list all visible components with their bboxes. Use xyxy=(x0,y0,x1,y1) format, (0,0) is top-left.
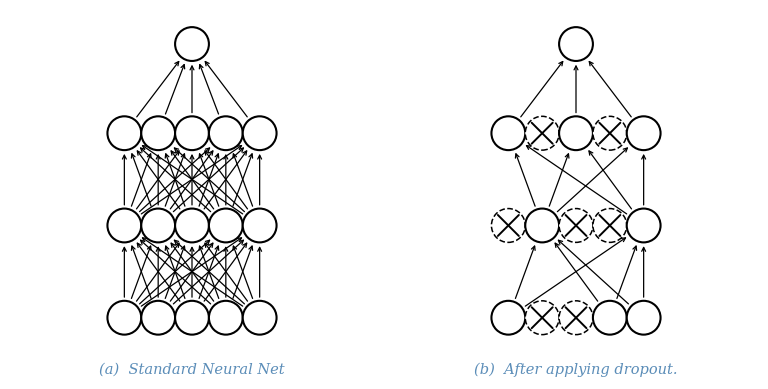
Circle shape xyxy=(559,301,593,335)
Circle shape xyxy=(627,209,660,242)
Circle shape xyxy=(209,209,243,242)
Circle shape xyxy=(243,301,276,335)
Circle shape xyxy=(141,209,175,242)
Circle shape xyxy=(108,301,141,335)
Circle shape xyxy=(492,301,525,335)
Circle shape xyxy=(627,116,660,150)
Circle shape xyxy=(559,116,593,150)
Circle shape xyxy=(492,116,525,150)
Circle shape xyxy=(175,116,209,150)
Circle shape xyxy=(141,301,175,335)
Circle shape xyxy=(492,209,525,242)
Circle shape xyxy=(243,116,276,150)
Circle shape xyxy=(175,301,209,335)
Circle shape xyxy=(243,209,276,242)
Text: (a)  Standard Neural Net: (a) Standard Neural Net xyxy=(99,363,285,377)
Circle shape xyxy=(108,209,141,242)
Circle shape xyxy=(525,301,559,335)
Circle shape xyxy=(209,116,243,150)
Circle shape xyxy=(108,116,141,150)
Circle shape xyxy=(593,301,627,335)
Circle shape xyxy=(175,27,209,61)
Circle shape xyxy=(559,27,593,61)
Text: (b)  After applying dropout.: (b) After applying dropout. xyxy=(475,363,677,377)
Circle shape xyxy=(559,209,593,242)
Circle shape xyxy=(141,116,175,150)
Circle shape xyxy=(627,301,660,335)
Circle shape xyxy=(593,209,627,242)
Circle shape xyxy=(175,209,209,242)
Circle shape xyxy=(525,116,559,150)
Circle shape xyxy=(593,116,627,150)
Circle shape xyxy=(209,301,243,335)
Circle shape xyxy=(525,209,559,242)
